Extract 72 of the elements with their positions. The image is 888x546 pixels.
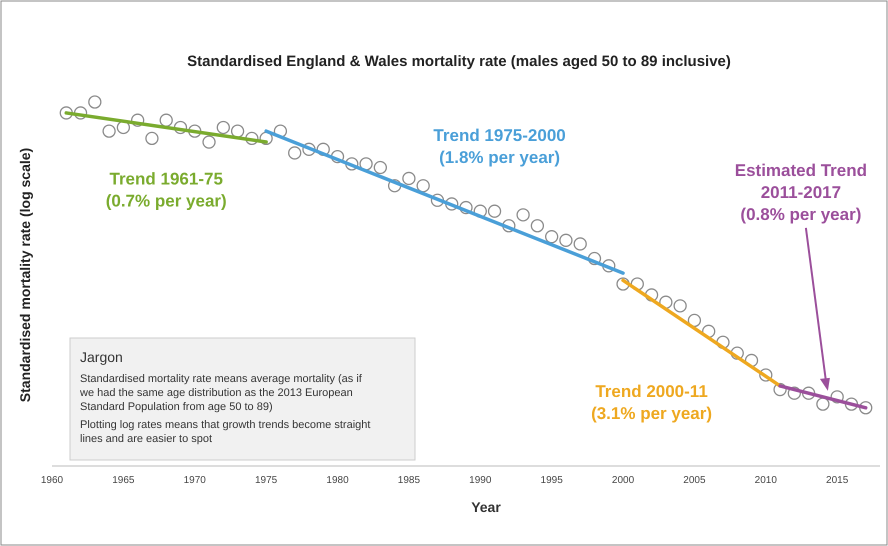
point: [174, 120, 188, 134]
point: [588, 252, 602, 266]
point: [330, 150, 344, 164]
point: [202, 135, 216, 149]
annotation: Jargon: [80, 349, 123, 365]
point: [516, 208, 530, 222]
point: [859, 401, 872, 414]
point: [574, 237, 587, 251]
x-tick-label: 1995: [540, 475, 564, 486]
point: [188, 124, 202, 138]
point: [102, 124, 116, 138]
y-axis-title: Standardised mortality rate (log scale): [17, 148, 33, 402]
point: [688, 314, 702, 328]
text: Estimated Trend 2011-2017 (0.8% per year): [734, 160, 868, 224]
x-axis-title: Year: [471, 499, 502, 515]
point: [602, 259, 616, 272]
point: [245, 132, 259, 146]
point: [88, 95, 102, 109]
point: [559, 234, 573, 247]
text: Trend 2000-11 (3.1% per year): [591, 382, 712, 424]
x-tick-label: 1980: [326, 475, 350, 486]
point: [730, 346, 744, 360]
point: [288, 146, 302, 160]
point: [145, 132, 159, 146]
point: [816, 397, 830, 411]
point: [844, 397, 858, 411]
annotation: Standardised mortality rate means average mortality (as if we had the same age distribution as the 2013 European Standard Population from age 50 to 89): [79, 373, 363, 413]
point: [74, 106, 88, 120]
x-tick-label: 1965: [112, 475, 135, 486]
point: [388, 179, 402, 192]
point: [430, 194, 444, 207]
point: [616, 277, 630, 291]
point: [759, 368, 772, 382]
x-tick-label: 1970: [184, 475, 206, 486]
x-tick-label: 1990: [469, 475, 492, 486]
point: [345, 157, 358, 171]
point: [259, 132, 273, 146]
chart-title: Standardised England & Wales mortality rate (males aged 50 to 89 inclusive): [187, 53, 731, 70]
point: [545, 230, 558, 244]
x-tick-label: 1985: [398, 475, 420, 486]
point: [773, 382, 787, 396]
point: [316, 142, 330, 156]
point: [802, 386, 816, 400]
point: [216, 120, 230, 134]
x-tick-label: 2000: [612, 475, 635, 486]
point: [374, 160, 387, 174]
x-tick-label: 1975: [255, 475, 278, 486]
point: [488, 204, 502, 218]
x-tick-label: 2010: [754, 475, 778, 486]
point: [416, 179, 430, 192]
point: [502, 219, 516, 232]
x-tick-label: 1960: [40, 475, 64, 486]
point: [459, 200, 473, 214]
point: [402, 172, 416, 186]
point: [131, 114, 144, 127]
series-label: Trend 1975-2000 (1.8% per year): [433, 126, 566, 168]
point: [673, 299, 687, 312]
x-tick-label: 2015: [826, 475, 849, 486]
annotation: Plotting log rates means that growth trends become straight lines and are easier to spot: [80, 419, 370, 445]
point: [359, 157, 373, 171]
point: [788, 386, 801, 400]
point: [230, 124, 244, 138]
point: [60, 106, 73, 120]
point: [302, 142, 316, 156]
x-tick-label: 2005: [683, 475, 706, 486]
point: [830, 390, 844, 404]
point: [644, 288, 658, 302]
point: [445, 197, 458, 211]
point: [530, 219, 544, 232]
series-label: Trend 1961-75 (0.7% per year): [106, 169, 227, 210]
point: [716, 336, 730, 349]
point: [160, 114, 173, 127]
